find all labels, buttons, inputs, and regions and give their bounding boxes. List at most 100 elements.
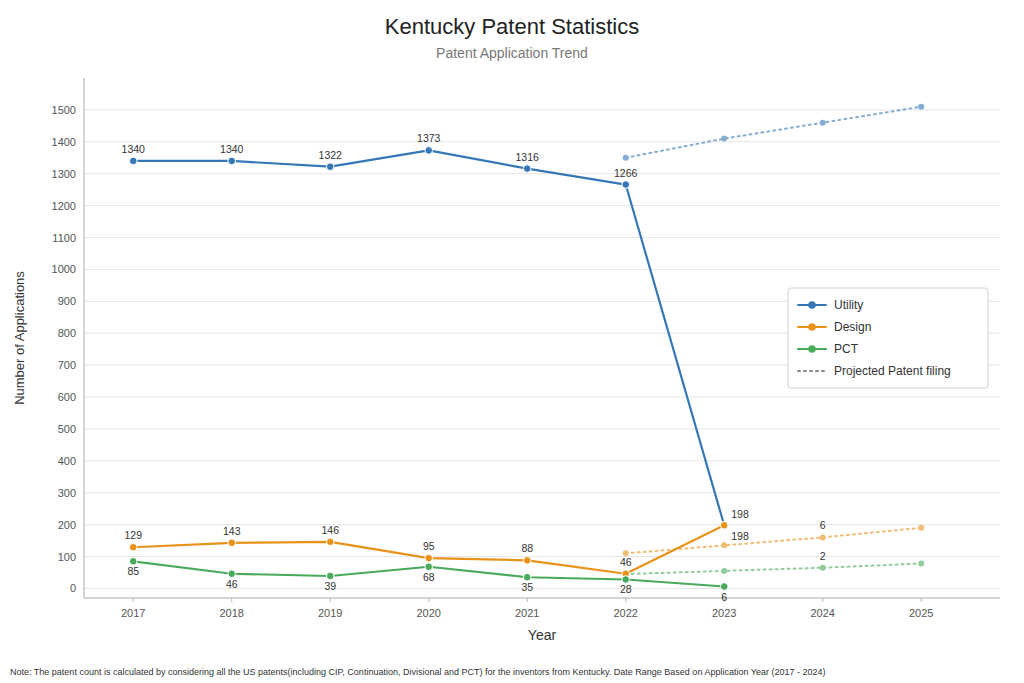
x-tick-label: 2018: [219, 607, 243, 619]
line: [626, 107, 921, 158]
y-axis-label: Number of Applications: [12, 271, 27, 405]
series: [129, 147, 728, 529]
y-tick-label: 1500: [52, 104, 76, 116]
x-tick-label: 2019: [318, 607, 342, 619]
grid-line: [84, 428, 1000, 429]
grid-line: [84, 237, 1000, 238]
point: [720, 521, 728, 529]
data-label: 198: [731, 508, 749, 520]
legend-marker: [808, 323, 816, 331]
data-label: 39: [324, 580, 336, 592]
legend-box: [788, 288, 988, 388]
data-labels: 1340134013221373131612661981291431469588…: [122, 132, 826, 602]
data-label: 28: [620, 583, 632, 595]
legend-label: Design: [834, 320, 871, 334]
grid-line: [84, 109, 1000, 110]
data-label: 143: [223, 525, 241, 537]
point: [820, 120, 826, 126]
point: [228, 539, 236, 547]
footnote: Note: The patent count is calculated by …: [10, 667, 825, 677]
legend-marker: [808, 345, 816, 353]
grid-line: [84, 269, 1000, 270]
x-tick: [133, 598, 134, 602]
x-tick: [231, 598, 232, 602]
point: [721, 568, 727, 574]
point: [523, 557, 531, 565]
annotation: 2: [820, 550, 826, 562]
point: [721, 136, 727, 142]
point: [820, 534, 826, 540]
subtitle: Patent Application Trend: [436, 45, 588, 61]
y-tick-label: 1400: [52, 136, 76, 148]
line: [133, 561, 724, 586]
x-axis-label: Year: [528, 627, 557, 643]
data-label: 1266: [614, 167, 638, 179]
x-tick-label: 2017: [121, 607, 145, 619]
point: [425, 554, 433, 562]
line: [133, 150, 724, 525]
grid: [84, 110, 1000, 589]
point: [425, 563, 433, 571]
data-label: 46: [226, 578, 238, 590]
data-label: 198: [731, 530, 749, 542]
data-label: 146: [321, 524, 339, 536]
x-tick-label: 2023: [712, 607, 736, 619]
data-label: 1340: [220, 143, 244, 155]
y-tick-label: 600: [58, 391, 76, 403]
x-tick: [527, 598, 528, 602]
grid-line: [84, 205, 1000, 206]
point: [720, 583, 728, 591]
data-label: 95: [423, 540, 435, 552]
series: [623, 104, 924, 161]
y-tick-label: 200: [58, 519, 76, 531]
point: [326, 538, 334, 546]
data-label: 129: [124, 529, 142, 541]
point: [523, 573, 531, 581]
y-tick-label: 400: [58, 455, 76, 467]
line: [626, 528, 921, 554]
series: [129, 558, 728, 591]
legend: UtilityDesignPCTProjected Patent filing: [788, 288, 988, 388]
series: [623, 561, 924, 578]
point: [425, 147, 433, 155]
legend-label: Utility: [834, 298, 863, 312]
grid-line: [84, 524, 1000, 525]
y-tick-label: 1000: [52, 263, 76, 275]
point: [129, 543, 137, 551]
data-label: 1316: [516, 151, 540, 163]
chart: Kentucky Patent Statistics Patent Applica…: [0, 0, 1024, 683]
title: Kentucky Patent Statistics: [385, 14, 639, 39]
x-tick: [625, 598, 626, 602]
point: [129, 558, 137, 566]
point: [720, 521, 728, 529]
data-label: 88: [521, 542, 533, 554]
legend-marker: [808, 301, 816, 309]
point: [623, 155, 629, 161]
x-tick-label: 2025: [909, 607, 933, 619]
point: [326, 163, 334, 171]
data-label: 68: [423, 571, 435, 583]
y-tick-label: 1100: [52, 232, 76, 244]
y-tick-label: 500: [58, 423, 76, 435]
x-tick-label: 2024: [810, 607, 834, 619]
point: [820, 565, 826, 571]
y-tick-label: 300: [58, 487, 76, 499]
x-axis-line: [84, 598, 1000, 599]
x-tick-label: 2022: [613, 607, 637, 619]
data-label: 46: [620, 556, 632, 568]
data-label: 1322: [319, 149, 343, 161]
grid-line: [84, 460, 1000, 461]
line: [626, 564, 921, 575]
point: [721, 542, 727, 548]
y-axis-line: [84, 78, 85, 598]
y-tick-label: 700: [58, 359, 76, 371]
y-tick-label: 0: [70, 582, 76, 594]
point: [918, 561, 924, 567]
point: [129, 157, 137, 165]
annotation: 6: [820, 519, 826, 531]
y-tick-label: 1300: [52, 168, 76, 180]
x-tick-label: 2021: [515, 607, 539, 619]
data-label: 35: [521, 581, 533, 593]
grid-line: [84, 588, 1000, 589]
data-label: 1340: [122, 143, 146, 155]
